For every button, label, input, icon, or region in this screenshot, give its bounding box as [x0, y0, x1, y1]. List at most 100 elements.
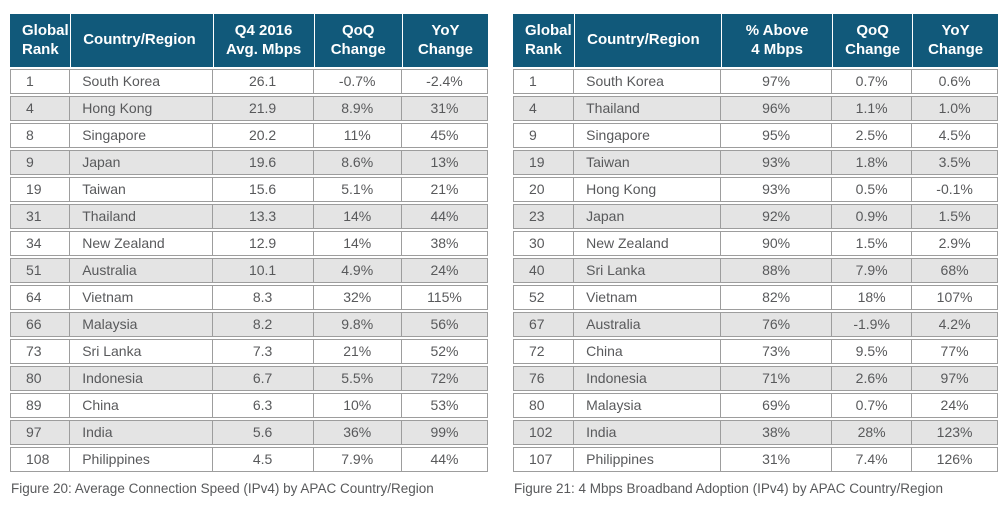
table-row: 9 Japan 19.6 8.6% 13% [10, 150, 488, 175]
qoq-cell: 7.4% [832, 447, 913, 472]
yoy-cell: 31% [401, 96, 488, 121]
value-cell: 95% [721, 123, 833, 148]
yoy-cell: 2.9% [912, 231, 998, 256]
yoy-cell: 4.2% [912, 312, 998, 337]
column-header: QoQ Change [832, 14, 913, 67]
country-cell: India [70, 420, 213, 445]
yoy-cell: 52% [401, 339, 488, 364]
qoq-cell: 21% [313, 339, 402, 364]
rank-cell: 31 [10, 204, 71, 229]
yoy-cell: 4.5% [912, 123, 998, 148]
country-cell: South Korea [574, 69, 722, 94]
column-header: YoY Change [912, 14, 998, 67]
column-header: Q4 2016 Avg. Mbps [212, 14, 314, 67]
qoq-cell: 14% [313, 231, 402, 256]
rank-cell: 102 [513, 420, 575, 445]
yoy-cell: 3.5% [912, 150, 998, 175]
country-cell: Malaysia [70, 312, 213, 337]
rank-cell: 19 [10, 177, 71, 202]
yoy-cell: 24% [912, 393, 998, 418]
value-cell: 69% [721, 393, 833, 418]
figure-20-caption: Figure 20: Average Connection Speed (IPv… [11, 481, 434, 496]
country-cell: Singapore [70, 123, 213, 148]
country-cell: Indonesia [574, 366, 722, 391]
qoq-cell: -0.7% [313, 69, 402, 94]
yoy-cell: 53% [401, 393, 488, 418]
country-cell: China [574, 339, 722, 364]
qoq-cell: 0.7% [832, 393, 913, 418]
report-page: Global Rank Country/Region Q4 2016 Avg. Mb… [10, 12, 998, 496]
yoy-cell: 24% [401, 258, 488, 283]
table-row: 51 Australia 10.1 4.9% 24% [10, 258, 488, 283]
value-cell: 12.9 [212, 231, 314, 256]
qoq-cell: 0.7% [832, 69, 913, 94]
country-cell: Thailand [574, 96, 722, 121]
table-row: 80 Malaysia 69% 0.7% 24% [513, 393, 998, 418]
yoy-cell: 21% [401, 177, 488, 202]
qoq-cell: 1.8% [832, 150, 913, 175]
rank-cell: 67 [513, 312, 575, 337]
country-cell: Taiwan [574, 150, 722, 175]
rank-cell: 66 [10, 312, 71, 337]
value-cell: 71% [721, 366, 833, 391]
country-cell: Philippines [574, 447, 722, 472]
value-cell: 19.6 [212, 150, 314, 175]
yoy-cell: 68% [912, 258, 998, 283]
value-cell: 88% [721, 258, 833, 283]
rank-cell: 108 [10, 447, 71, 472]
qoq-cell: 7.9% [313, 447, 402, 472]
country-cell: New Zealand [574, 231, 722, 256]
table-row: 31 Thailand 13.3 14% 44% [10, 204, 488, 229]
country-cell: Vietnam [70, 285, 213, 310]
yoy-cell: 0.6% [912, 69, 998, 94]
table-row: 9 Singapore 95% 2.5% 4.5% [513, 123, 998, 148]
rank-cell: 89 [10, 393, 71, 418]
rank-cell: 80 [10, 366, 71, 391]
avg-connection-speed-table: Global Rank Country/Region Q4 2016 Avg. Mb… [10, 12, 488, 474]
table-row: 1 South Korea 97% 0.7% 0.6% [513, 69, 998, 94]
yoy-cell: 44% [401, 447, 488, 472]
value-cell: 92% [721, 204, 833, 229]
value-cell: 21.9 [212, 96, 314, 121]
table-row: 8 Singapore 20.2 11% 45% [10, 123, 488, 148]
value-cell: 38% [721, 420, 833, 445]
figure-21-section: Global Rank Country/Region% Above 4 Mbps Q… [513, 12, 998, 496]
column-header: Country/Region [70, 14, 213, 67]
table-row: 89 China 6.3 10% 53% [10, 393, 488, 418]
qoq-cell: 5.5% [313, 366, 402, 391]
table-row: 66 Malaysia 8.2 9.8% 56% [10, 312, 488, 337]
table-row: 40 Sri Lanka 88% 7.9% 68% [513, 258, 998, 283]
rank-cell: 40 [513, 258, 575, 283]
yoy-cell: 115% [401, 285, 488, 310]
qoq-cell: 4.9% [313, 258, 402, 283]
rank-cell: 72 [513, 339, 575, 364]
yoy-cell: 1.0% [912, 96, 998, 121]
table-row: 102 India 38% 28% 123% [513, 420, 998, 445]
yoy-cell: 107% [912, 285, 998, 310]
yoy-cell: 99% [401, 420, 488, 445]
value-cell: 76% [721, 312, 833, 337]
column-header: QoQ Change [313, 14, 402, 67]
table-header: Global Rank Country/Region% Above 4 Mbps Q… [513, 14, 998, 67]
qoq-cell: -1.9% [832, 312, 913, 337]
value-cell: 7.3 [212, 339, 314, 364]
table-row: 23 Japan 92% 0.9% 1.5% [513, 204, 998, 229]
column-header: % Above 4 Mbps [721, 14, 833, 67]
qoq-cell: 8.9% [313, 96, 402, 121]
country-cell: Japan [574, 204, 722, 229]
qoq-cell: 14% [313, 204, 402, 229]
country-cell: China [70, 393, 213, 418]
column-header: Global Rank [513, 14, 575, 67]
rank-cell: 52 [513, 285, 575, 310]
table-row: 30 New Zealand 90% 1.5% 2.9% [513, 231, 998, 256]
value-cell: 13.3 [212, 204, 314, 229]
rank-cell: 64 [10, 285, 71, 310]
table-header: Global Rank Country/Region Q4 2016 Avg. Mb… [10, 14, 488, 67]
value-cell: 26.1 [212, 69, 314, 94]
country-cell: Australia [70, 258, 213, 283]
value-cell: 82% [721, 285, 833, 310]
qoq-cell: 2.5% [832, 123, 913, 148]
country-cell: Australia [574, 312, 722, 337]
country-cell: Malaysia [574, 393, 722, 418]
country-cell: Singapore [574, 123, 722, 148]
